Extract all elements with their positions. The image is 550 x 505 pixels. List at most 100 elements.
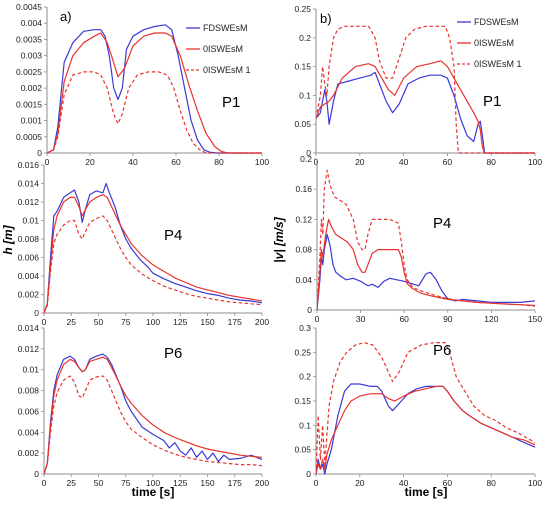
y-axis-label: |v| [m/s] [272,216,286,262]
series-line-0iswesm [317,218,536,311]
x-tick-label: 125 [173,478,187,488]
y-tick-label: 0.006 [18,406,40,416]
x-tick-label: 80 [214,157,224,167]
x-tick-label: 120 [484,314,498,324]
x-tick-label: 40 [399,157,409,167]
x-tick-label: 75 [121,478,131,488]
y-tick-label: 0.004 [21,18,43,28]
y-tick-label: 0.002 [21,83,43,93]
x-tick-label: 60 [399,314,409,324]
x-tick-label: 20 [355,478,365,488]
x-tick-label: 80 [486,478,496,488]
y-tick-label: 0.01 [22,365,39,375]
series-line-0iswesm-1 [316,25,535,154]
y-tick-label: 0.15 [294,396,311,406]
y-tick-label: 0.0045 [16,2,42,12]
series-line-0iswesm-1 [316,342,536,475]
legend-label: 0ISWEsM 1 [203,65,251,75]
series-line-0iswesm-1 [47,71,262,154]
y-tick-label: 0.012 [18,197,40,207]
legend-label: 0ISWEsM [203,44,243,54]
panel-a-p4: 0 0.002 0.004 0.006 0.008 0.01 0.012 0.014 0.016… [1,160,269,327]
location-label: P6 [433,342,451,359]
x-tick-label: 100 [255,157,269,167]
series-line-fdswesm [316,71,535,154]
x-tick-label: 20 [85,157,95,167]
series-line-0iswesm-1 [44,375,263,475]
panel-letter: b) [320,11,332,26]
y-tick-label: 0.001 [21,116,43,126]
x-tick-label: 150 [528,314,542,324]
series-line-fdswesm [316,383,536,475]
y-tick-label: 0.2 [300,154,312,164]
y-tick-label: 0.014 [18,323,40,333]
y-tick-label: 0.16 [295,184,312,194]
y-tick-label: 0.1 [299,420,311,430]
x-tick-label: 25 [67,317,77,327]
location-label: P4 [164,227,182,244]
series-line-fdswesm [47,24,262,154]
x-tick-label: 0 [314,157,319,167]
x-tick-label: 40 [128,157,138,167]
series-line-0iswesm-1 [44,215,263,314]
panel-b-p6: 0 0.05 0.1 0.15 0.2 0.25 0.3 0 20 40 60 80 100 P6 time… [294,323,542,499]
y-tick-label: 0.0025 [16,67,42,77]
y-tick-label: 0 [306,469,311,479]
panel-b-p1: 0 0.05 0.1 0.15 0.2 0.25 0 20 40 60 80 100 P1 b) FDSWE… [294,4,542,167]
y-tick-label: 0.05 [294,119,311,129]
x-tick-label: 200 [255,317,269,327]
x-axis-label: time [s] [405,485,448,499]
y-tick-label: 0.012 [18,344,40,354]
x-tick-label: 80 [486,157,496,167]
y-tick-label: 0.25 [294,4,311,14]
y-tick-label: 0.002 [18,448,40,458]
y-tick-label: 0.008 [18,386,40,396]
y-tick-label: 0 [307,305,312,315]
y-tick-label: 0.15 [294,62,311,72]
x-tick-label: 0 [45,157,50,167]
y-tick-label: 0.1 [299,90,311,100]
x-tick-label: 40 [399,478,409,488]
y-tick-label: 0.016 [18,160,40,170]
series-line-fdswesm [44,182,263,314]
x-tick-label: 125 [173,317,187,327]
panel-a-p1: 0 0.0005 0.001 0.0015 0.002 0.0025 0.003 0.0035… [16,2,269,167]
x-tick-label: 30 [356,314,366,324]
y-tick-label: 0.05 [294,445,311,455]
y-tick-label: 0 [34,469,39,479]
x-tick-label: 60 [443,157,453,167]
series-line-fdswesm [44,353,263,475]
series-line-0iswesm-1 [317,169,536,311]
location-label: P1 [222,94,240,111]
y-tick-label: 0.01 [22,216,39,226]
y-tick-label: 0.002 [18,290,40,300]
location-label: P1 [483,93,501,110]
x-tick-label: 60 [171,157,181,167]
location-label: P4 [433,215,451,232]
panel-a-p6: 0 0.002 0.004 0.006 0.008 0.01 0.012 0.014 0 25 50… [18,323,270,499]
legend-label: 0ISWEsM [474,38,514,48]
series-line-0iswesm [316,385,536,475]
x-tick-label: 100 [528,157,542,167]
y-tick-label: 0.0005 [16,132,42,142]
location-label: P6 [164,345,182,362]
x-tick-label: 0 [315,314,320,324]
y-tick-label: 0.3 [299,323,311,333]
x-tick-label: 100 [528,478,542,488]
y-tick-label: 0.014 [18,179,40,189]
y-tick-label: 0.006 [18,253,40,263]
x-axis-label: time [s] [132,485,175,499]
y-tick-label: 0.04 [295,275,312,285]
y-tick-label: 0.25 [294,347,311,357]
x-tick-label: 100 [146,317,160,327]
x-tick-label: 150 [200,317,214,327]
y-tick-label: 0.12 [295,214,312,224]
y-tick-label: 0.2 [299,33,311,43]
legend-label: FDSWEsM [203,23,248,33]
series-line-0iswesm [44,194,263,314]
legend-label: FDSWEsM [474,17,519,27]
x-tick-label: 75 [121,317,131,327]
legend-label: 0ISWEsM 1 [474,59,522,69]
